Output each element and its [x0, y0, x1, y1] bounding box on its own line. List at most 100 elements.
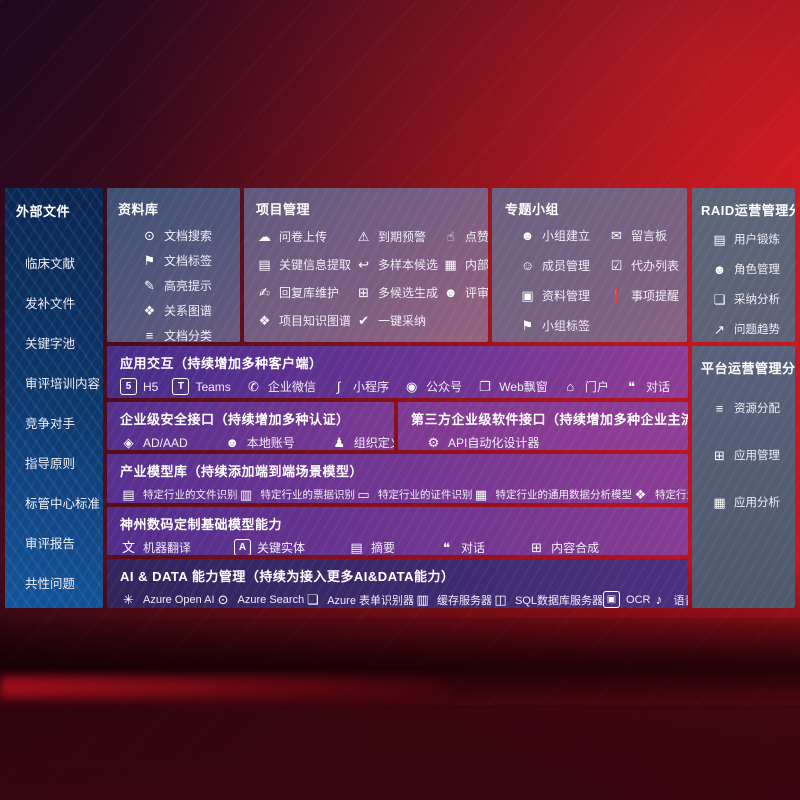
item-message-board[interactable]: ✉ 留言板 — [608, 227, 687, 244]
item-role-manage[interactable]: ☻ 角色管理 — [711, 261, 795, 277]
item-reply-library[interactable]: ✍ 回复库维护 — [256, 284, 351, 301]
sidebar-item[interactable]: 共性问题 — [25, 573, 103, 592]
web-popup-icon: ❐ — [478, 379, 491, 394]
machine-translation-icon: 文 — [121, 540, 135, 555]
ocr-icon: ▣ — [603, 591, 621, 608]
item-expert-ranking[interactable]: ▦ 内部专家排名 — [442, 256, 488, 273]
item-label: 临床文献 — [25, 257, 76, 271]
item-label: Teams — [195, 379, 231, 394]
item-teams[interactable]: T Teams — [172, 378, 231, 395]
sidebar-item[interactable]: 指导原则 — [25, 453, 103, 472]
item-label: Azure 表单识别器 — [327, 594, 414, 607]
sidebar-item[interactable]: 标管中心标准 — [25, 493, 103, 512]
panel-external-files: 外部文件 临床文献 发补文件 关键字池 审评培训内容 竞争对手 指导原则 标管中心标准 审评报… — [5, 188, 103, 608]
item-reminder-bell[interactable]: ❗ 事项提醒 — [608, 287, 687, 304]
item-adoption-analysis[interactable]: ❏ 采纳分析 — [711, 291, 795, 307]
item-machine-translation[interactable]: 文机器翻译 — [120, 539, 191, 555]
item-app-manage[interactable]: ⊞ 应用管理 — [711, 447, 795, 463]
item-label: 发补文件 — [25, 297, 76, 311]
item-portal[interactable]: ⌂ 门户 — [562, 378, 608, 395]
item-todo-list[interactable]: ☑ 代办列表 — [608, 257, 687, 274]
item-team-create[interactable]: ☻ 小组建立 — [519, 227, 606, 244]
local-account-icon: ☻ — [225, 435, 240, 450]
sidebar-item[interactable]: 竞争对手 — [25, 413, 103, 432]
item-issue-trend[interactable]: ↗ 问题趋势 — [711, 321, 795, 337]
item-doc-classify[interactable]: ≡ 文档分类 — [141, 327, 240, 342]
item-label: 竞争对手 — [25, 417, 76, 431]
sidebar-item[interactable]: 审评培训内容 — [25, 373, 103, 392]
item-mini-program[interactable]: ∫ 小程序 — [330, 378, 389, 395]
digital-china-models-list: 文机器翻译 A 关键实体 ▤ 摘要 ❝ 对话 ⊞ 内容合成 — [120, 539, 676, 555]
item-thumbs-up[interactable]: ☝ 点赞感谢 — [442, 228, 488, 245]
item-wecom[interactable]: ✆ 企业微信 — [245, 378, 316, 395]
sidebar-item[interactable]: 审评报告 — [25, 533, 103, 552]
group-tag-icon: ⚑ — [521, 318, 534, 333]
item-label: 点赞感谢 — [465, 230, 488, 244]
item-api-designer[interactable]: ⚙ API自动化设计器 — [425, 434, 540, 450]
item-invoice-recognition[interactable]: ▥ 特定行业的票据识别 — [238, 486, 356, 502]
item-one-click-adopt[interactable]: ✔ 一键采纳 — [355, 312, 438, 329]
adoption-analysis-icon: ❏ — [713, 291, 726, 307]
item-speech-understanding[interactable]: ♪ 语音理解 — [650, 592, 688, 608]
item-member-manage[interactable]: ☺ 成员管理 — [519, 257, 606, 274]
item-file-recognition[interactable]: ▤ 特定行业的文件识别 — [120, 486, 238, 502]
sidebar-item[interactable]: 临床文献 — [25, 253, 103, 272]
doc-classify-icon: ≡ — [145, 328, 154, 342]
item-user-training[interactable]: ▤ 用户锻炼 — [711, 231, 795, 247]
item-cloud-upload[interactable]: ☁ 问卷上传 — [256, 228, 351, 245]
item-dialog[interactable]: ❝ 对话 — [438, 539, 485, 555]
item-alarm[interactable]: ⚠ 到期预警 — [355, 228, 438, 245]
highlight-pen-icon: ✎ — [144, 278, 155, 293]
item-doc-tag[interactable]: ⚑ 文档标签 — [141, 252, 240, 269]
item-label: 审评报告 — [25, 537, 76, 551]
app-manage-icon: ⊞ — [714, 447, 725, 463]
sidebar-item[interactable]: 发补文件 — [25, 293, 103, 312]
item-id-recognition[interactable]: ▭ 特定行业的证件识别 — [355, 486, 473, 502]
item-multi-candidate[interactable]: ⊞ 多候选生成 — [355, 284, 438, 301]
item-highlight-pen[interactable]: ✎ 高亮提示 — [141, 277, 240, 294]
panel-project-management: 项目管理 ☁ 问卷上传 ⚠ 到期预警 ☝ 点赞感谢 ▤ 关键信息提取 ↩ 多样本候选 ▦ 内部专家排名… — [244, 188, 488, 342]
sidebar-item[interactable]: 关键字池 — [25, 333, 103, 352]
item-ocr[interactable]: ▣ OCR — [603, 591, 650, 608]
item-local-account[interactable]: ☻ 本地账号 — [224, 434, 294, 450]
item-summary[interactable]: ▤ 摘要 — [348, 539, 395, 555]
item-relation-graph[interactable]: ❖ 关系图谱 — [141, 302, 240, 319]
item-key-entity[interactable]: A 关键实体 — [234, 539, 305, 555]
item-content-synthesis[interactable]: ⊞ 内容合成 — [528, 539, 599, 555]
item-key-info-extract[interactable]: ▤ 关键信息提取 — [256, 256, 351, 273]
item-cache-server[interactable]: ▥ 缓存服务器 — [414, 592, 492, 608]
knowledge-graph-model-icon: ❖ — [634, 486, 647, 502]
item-label: 特定行业的文件识别 — [143, 488, 238, 501]
dialog-icon: ❝ — [627, 379, 635, 394]
item-group-tag[interactable]: ⚑ 小组标签 — [519, 317, 606, 334]
item-label: 缓存服务器 — [437, 594, 492, 607]
content-synthesis-icon: ⊞ — [531, 540, 543, 555]
item-reviewer-portrait[interactable]: ☻ 评审员画像 — [442, 284, 488, 301]
item-multi-sample[interactable]: ↩ 多样本候选 — [355, 256, 438, 273]
item-label: Azure Search — [237, 593, 305, 606]
item-app-analysis[interactable]: ▦ 应用分析 — [711, 494, 795, 510]
item-org-definition[interactable]: ♟ 组织定义 — [331, 434, 394, 450]
item-azure-form-recognizer[interactable]: ❏ Azure 表单识别器 — [304, 592, 414, 608]
item-label: 特定行业的证件识别 — [378, 488, 473, 501]
item-label: API自动化设计器 — [448, 436, 540, 450]
item-azure-search[interactable]: ⊙ Azure Search — [215, 592, 305, 608]
item-ad-aad[interactable]: ◈ AD/AAD — [120, 435, 188, 451]
panel-topic-groups: 专题小组 ☻ 小组建立 ✉ 留言板 ☺ 成员管理 ☑ 代办列表 ▣ 资料管理 ❗ 事项提醒 ⚑ 小组标签 — [492, 188, 687, 342]
item-web-popup[interactable]: ❐ Web飘窗 — [476, 378, 548, 395]
item-sql-server[interactable]: ◫ SQL数据库服务器 — [492, 592, 603, 608]
security-interface-list: ◈ AD/AAD ☻ 本地账号 ♟ 组织定义 — [120, 434, 395, 451]
item-label: 特定行业的票据识别 — [260, 488, 356, 501]
item-doc-search[interactable]: ⊙ 文档搜索 — [141, 227, 240, 244]
item-project-knowledge-graph[interactable]: ❖ 项目知识图谱 — [256, 312, 351, 329]
item-data-manage[interactable]: ▣ 资料管理 — [519, 287, 606, 304]
item-label: 资料管理 — [542, 289, 591, 303]
item-data-analysis-model[interactable]: ▦ 特定行业的通用数据分析模型 — [473, 486, 632, 502]
item-label: 对话 — [461, 541, 486, 555]
item-dialog[interactable]: ❝ 对话 — [623, 378, 670, 395]
item-azure-openai[interactable]: ✳ Azure Open AI — [120, 592, 215, 608]
item-knowledge-graph-model[interactable]: ❖ 特定行业的通用知识图谱模型 — [632, 486, 688, 502]
item-official-account[interactable]: ◉ 公众号 — [403, 378, 462, 395]
item-resource-allocation[interactable]: ≡ 资源分配 — [711, 400, 795, 416]
item-h5[interactable]: 5 H5 — [120, 378, 158, 395]
